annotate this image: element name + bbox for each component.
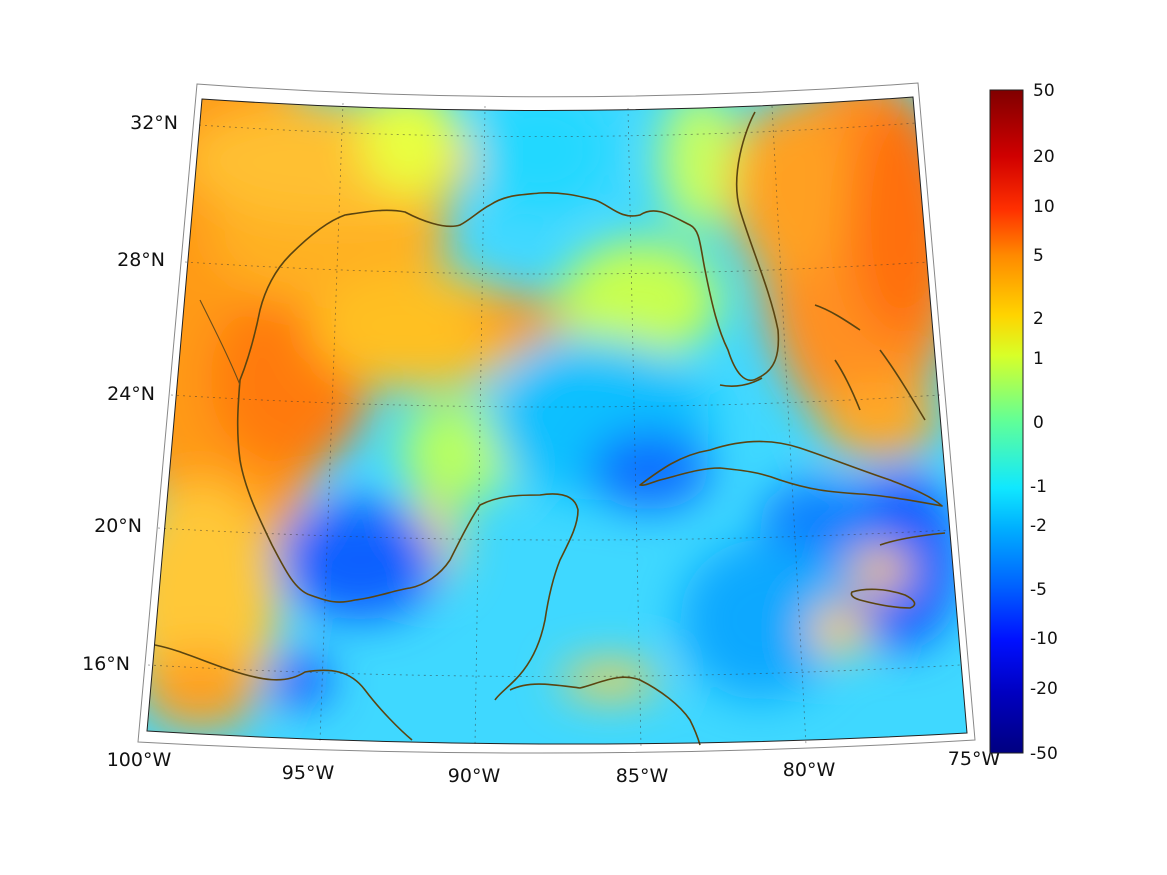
lon-label-80w: 80°W [783, 759, 836, 781]
us-mexico-border [199, 299, 241, 386]
colorbar-tick-label: 2 [1033, 309, 1044, 329]
bahamas-1 [814, 304, 861, 331]
graticule [147, 102, 961, 748]
colorbar-tick-label: -5 [1030, 580, 1047, 600]
latitude-labels: 32°N 28°N 24°N 20°N 16°N [82, 112, 178, 675]
lat-label-32n: 32°N [130, 112, 178, 134]
coastlines [154, 111, 946, 746]
colorbar-tick-label: 50 [1033, 81, 1055, 101]
lon-label-85w: 85°W [616, 765, 669, 787]
lon-label-100w: 100°W [107, 749, 172, 771]
lat-label-24n: 24°N [107, 383, 155, 405]
colorbar-tick-label: -50 [1030, 744, 1058, 764]
lat-label-20n: 20°N [94, 515, 142, 537]
central-america-coast [509, 676, 701, 746]
lat-label-16n: 16°N [82, 653, 130, 675]
map-frame [137, 82, 976, 754]
cuba-coast [639, 440, 943, 507]
colorbar-tick-label: -20 [1030, 679, 1058, 699]
longitude-labels: 100°W 95°W 90°W 85°W 80°W 75°W [107, 748, 1001, 787]
colorbar-tick-label: 0 [1033, 413, 1044, 433]
colorbar-tick-label: 1 [1033, 349, 1044, 369]
colorbar-tick-label: -2 [1030, 516, 1047, 536]
colorbar-gradient [989, 89, 1024, 754]
colorbar-tick-label: 10 [1033, 197, 1055, 217]
gulf-coast [236, 111, 780, 701]
colorbar-tick-label: 20 [1033, 147, 1055, 167]
mexico-pacific-coast [154, 644, 413, 741]
lat-label-28n: 28°N [117, 249, 165, 271]
lon-label-75w: 75°W [948, 748, 1001, 770]
florida-keys [719, 377, 763, 387]
colorbar-tick-label: -1 [1030, 477, 1047, 497]
colorbar-tick-label: 5 [1033, 246, 1044, 266]
bahamas-3 [879, 349, 926, 421]
bahamas-2 [834, 359, 861, 411]
lon-label-95w: 95°W [282, 762, 335, 784]
jamaica-coast [850, 588, 916, 609]
colorbar-tick-label: -10 [1030, 629, 1058, 649]
lon-label-90w: 90°W [448, 765, 501, 787]
hispaniola-coast [879, 532, 946, 546]
